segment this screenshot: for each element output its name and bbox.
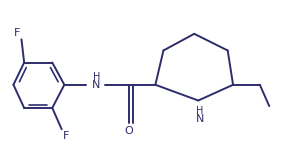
Text: O: O bbox=[125, 125, 133, 136]
Text: H: H bbox=[196, 106, 203, 116]
Text: N: N bbox=[195, 114, 204, 124]
Text: N: N bbox=[92, 80, 101, 90]
Text: H: H bbox=[93, 72, 100, 82]
Text: F: F bbox=[62, 131, 69, 141]
Text: F: F bbox=[14, 27, 21, 37]
